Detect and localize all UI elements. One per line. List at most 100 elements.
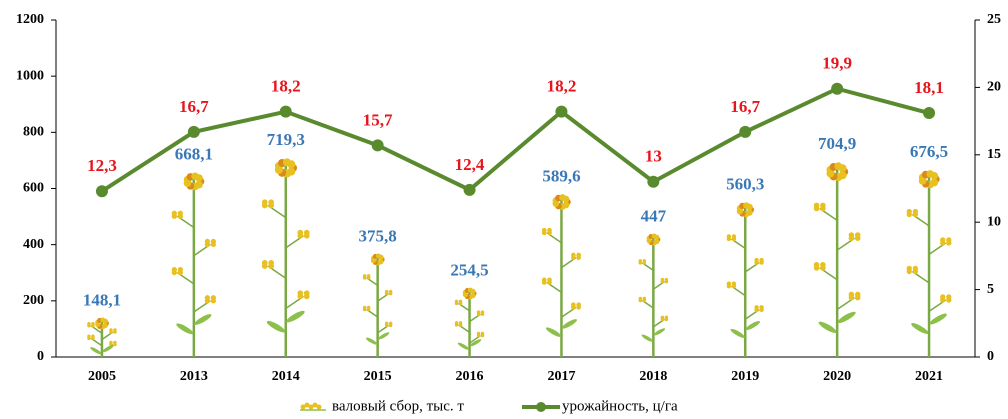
y-tick-label: 1200	[16, 12, 44, 27]
flower	[195, 174, 203, 182]
flower	[113, 340, 117, 345]
flower	[171, 266, 177, 273]
flower	[458, 299, 463, 304]
bar	[454, 287, 485, 357]
leaf	[176, 323, 194, 335]
leaf	[818, 321, 837, 333]
line-marker	[739, 125, 752, 138]
flower	[759, 305, 764, 310]
flower	[476, 310, 481, 314]
flower	[854, 291, 861, 298]
x-tick-label: 2019	[731, 369, 759, 384]
bar	[813, 162, 861, 357]
flower	[287, 160, 296, 169]
bar-value-label: 447	[641, 206, 667, 225]
x-tick-label: 2013	[180, 369, 208, 384]
leaf	[929, 313, 947, 325]
bar-value-label: 148,1	[83, 290, 121, 309]
bar-value-label: 375,8	[359, 226, 397, 245]
line-marker	[187, 125, 200, 138]
flower	[576, 252, 581, 258]
leaf	[90, 347, 102, 355]
line-value-label: 16,7	[179, 97, 209, 116]
line-marker	[371, 139, 384, 152]
leaf	[545, 327, 562, 337]
bar-value-label: 254,5	[450, 260, 488, 279]
y2-tick-label: 5	[987, 282, 994, 297]
line-marker	[831, 82, 844, 95]
line	[100, 86, 930, 193]
flower	[102, 318, 108, 324]
legend-label: урожайность, ц/га	[562, 398, 678, 414]
flower	[109, 328, 113, 332]
flower	[210, 295, 216, 301]
flower	[91, 334, 95, 339]
flower	[820, 261, 826, 268]
flower	[388, 289, 393, 294]
flower	[304, 402, 310, 408]
flower	[384, 289, 389, 294]
x-tick-label: 2016	[456, 369, 484, 384]
flower	[268, 199, 275, 206]
flower	[312, 402, 318, 408]
flower	[470, 288, 476, 294]
flower	[940, 294, 946, 300]
leaf	[286, 310, 305, 323]
flower	[210, 238, 216, 245]
y-tick-label: 800	[23, 125, 44, 140]
y2-tick-label: 25	[987, 12, 1001, 27]
flower	[366, 274, 371, 278]
flower	[820, 202, 826, 209]
flower	[171, 210, 177, 216]
flower	[454, 321, 459, 325]
flower	[480, 310, 485, 314]
line-value-label: 16,7	[730, 97, 760, 116]
legend-icon-bar	[300, 402, 326, 411]
line-marker	[555, 105, 568, 118]
flower	[541, 227, 547, 233]
flower	[906, 208, 912, 215]
flower	[388, 321, 393, 326]
flower	[362, 274, 367, 278]
y-tick-label: 400	[23, 237, 44, 252]
line-value-label: 15,7	[363, 110, 393, 129]
flower	[261, 260, 268, 266]
flower	[946, 294, 952, 300]
x-tick-label: 2005	[88, 369, 116, 384]
flower	[562, 195, 570, 203]
bar-value-label: 589,6	[542, 166, 580, 185]
flower	[268, 260, 275, 266]
flower	[654, 234, 660, 240]
flower	[297, 290, 304, 296]
line-value-label: 13	[645, 147, 662, 166]
bar	[171, 172, 216, 357]
y2-tick-label: 15	[987, 147, 1001, 162]
flower	[366, 305, 371, 310]
flower	[642, 296, 647, 301]
flower	[204, 238, 210, 245]
flower	[664, 277, 669, 282]
y-tick-label: 600	[23, 181, 44, 196]
bar-value-label: 668,1	[175, 144, 213, 163]
flower	[87, 322, 91, 326]
line-value-label: 18,2	[547, 77, 577, 96]
leaf	[457, 342, 470, 350]
y-tick-label: 1000	[16, 68, 44, 83]
flower	[297, 229, 304, 236]
bar	[726, 202, 764, 357]
flower	[813, 261, 820, 268]
flower	[638, 296, 643, 301]
flower	[547, 277, 552, 283]
leaf	[730, 328, 745, 338]
bar-value-label: 560,3	[726, 175, 764, 194]
legend-icon-marker	[536, 402, 546, 412]
flower	[726, 234, 732, 239]
leaf	[194, 314, 212, 325]
flower	[754, 305, 759, 310]
flower	[109, 340, 113, 345]
bar-value-label: 704,9	[818, 134, 856, 153]
flower	[930, 171, 939, 180]
flower	[906, 265, 912, 272]
line-marker	[647, 175, 660, 188]
flower	[384, 321, 389, 326]
